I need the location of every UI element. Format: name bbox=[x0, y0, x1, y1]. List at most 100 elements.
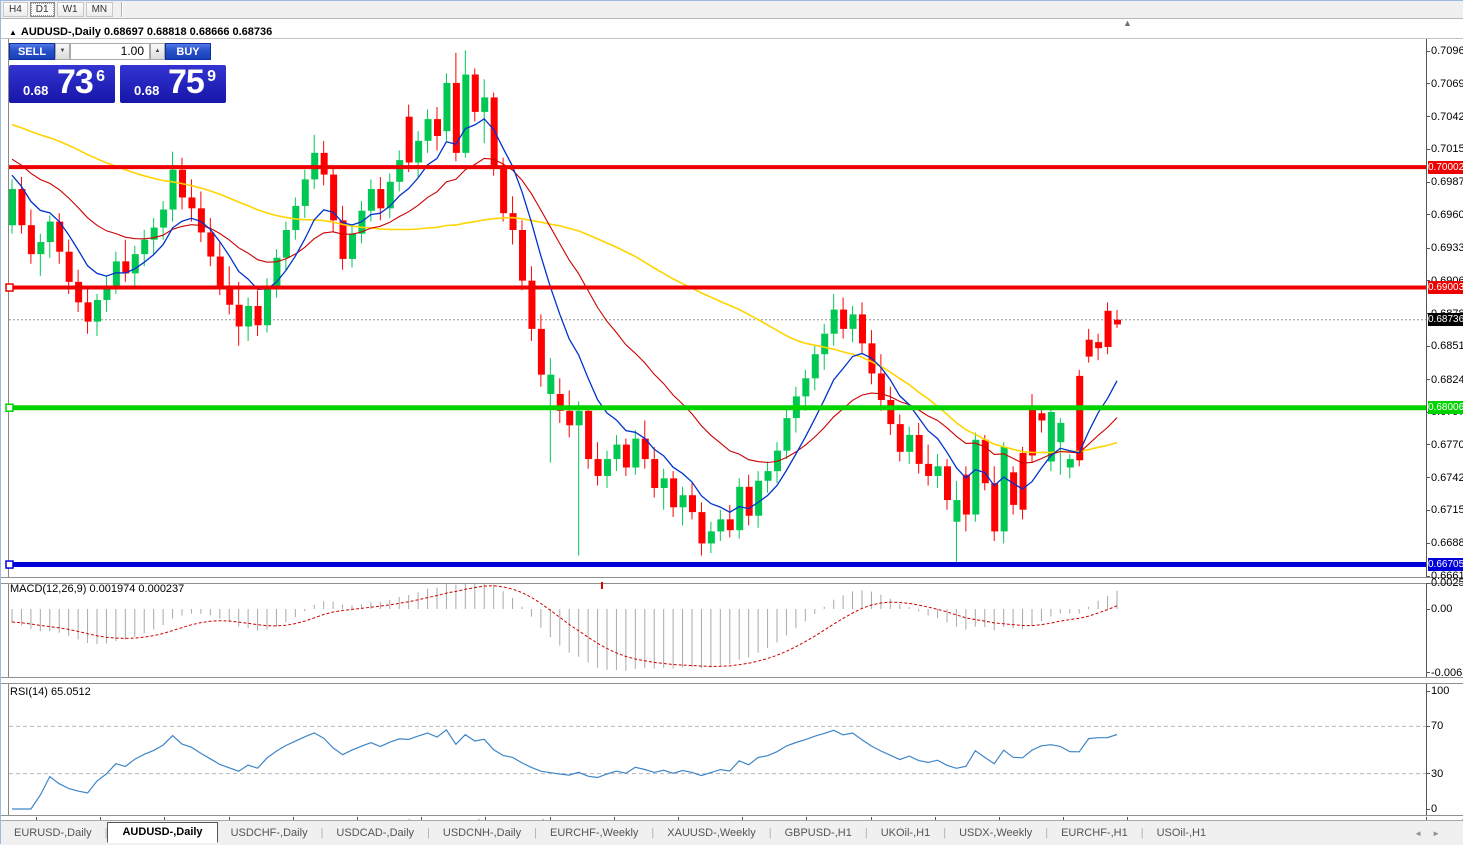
candle-body[interactable] bbox=[197, 208, 205, 233]
candle-body[interactable] bbox=[613, 444, 621, 460]
candle-body[interactable] bbox=[1047, 412, 1055, 462]
candle-body[interactable] bbox=[670, 478, 678, 508]
candle-body[interactable] bbox=[887, 399, 895, 425]
chart-tab-eurchf-h1[interactable]: EURCHF-,H1 bbox=[1061, 827, 1128, 839]
candle-body[interactable] bbox=[452, 82, 460, 153]
chart-tab-usdx-weekly[interactable]: USDX-,Weekly bbox=[959, 827, 1033, 839]
candle-body[interactable] bbox=[131, 254, 139, 274]
candle-body[interactable] bbox=[641, 438, 649, 460]
candle-body[interactable] bbox=[292, 205, 300, 231]
candle-body[interactable] bbox=[679, 495, 687, 508]
hline-handle[interactable] bbox=[5, 283, 14, 292]
chart-tab-eurchf-weekly[interactable]: EURCHF-,Weekly bbox=[550, 827, 639, 839]
candle-body[interactable] bbox=[689, 495, 696, 513]
candle-body[interactable] bbox=[500, 167, 508, 214]
candle-body[interactable] bbox=[660, 478, 668, 488]
chart-tab-usdchf-daily[interactable]: USDCHF-,Daily bbox=[230, 827, 308, 839]
candle-body[interactable] bbox=[1095, 342, 1103, 349]
candle-body[interactable] bbox=[434, 119, 441, 136]
candle-body[interactable] bbox=[519, 230, 526, 281]
rsi-separator[interactable] bbox=[1, 677, 1463, 684]
candle-body[interactable] bbox=[802, 378, 810, 397]
candle-body[interactable] bbox=[103, 285, 111, 300]
candle-body[interactable] bbox=[37, 242, 45, 255]
candle-body[interactable] bbox=[405, 116, 413, 163]
candle-body[interactable] bbox=[840, 309, 848, 329]
chart-tab-audusd-daily[interactable]: AUDUSD-,Daily bbox=[107, 822, 218, 843]
candle-body[interactable] bbox=[736, 486, 744, 531]
timeframe-button-h4[interactable]: H4 bbox=[3, 2, 28, 17]
timeframe-button-mn[interactable]: MN bbox=[85, 2, 114, 17]
candle-body[interactable] bbox=[1104, 310, 1112, 347]
chart-tab-usdcad-daily[interactable]: USDCAD-,Daily bbox=[336, 827, 415, 839]
candle-body[interactable] bbox=[849, 314, 857, 329]
candle-body[interactable] bbox=[1085, 339, 1093, 357]
candle-body[interactable] bbox=[981, 439, 989, 484]
candle-body[interactable] bbox=[604, 459, 611, 476]
candle-body[interactable] bbox=[509, 213, 517, 231]
volume-decrease-button[interactable]: ▼ bbox=[55, 43, 70, 60]
candle-body[interactable] bbox=[717, 519, 725, 532]
candle-body[interactable] bbox=[906, 434, 914, 452]
chart-tab-gbpusd-h1[interactable]: GBPUSD-,H1 bbox=[784, 827, 852, 839]
candlestick-series[interactable] bbox=[9, 50, 1121, 564]
sell-price-box[interactable]: 0.68 73 6 bbox=[9, 63, 115, 103]
candle-body[interactable] bbox=[46, 221, 54, 243]
candle-body[interactable] bbox=[811, 354, 819, 379]
candle-body[interactable] bbox=[528, 280, 536, 329]
candle-body[interactable] bbox=[141, 239, 149, 255]
ma-medium-line[interactable] bbox=[11, 157, 1118, 464]
candle-body[interactable] bbox=[481, 97, 489, 112]
candle-body[interactable] bbox=[1019, 453, 1027, 510]
buy-price-box[interactable]: 0.68 75 9 bbox=[120, 63, 226, 103]
chart-shift-marker-icon[interactable]: ▲ bbox=[1123, 18, 1132, 28]
chart-tab-xauusd-weekly[interactable]: XAUUSD-,Weekly bbox=[667, 827, 756, 839]
tab-scroll-right-icon[interactable]: ► bbox=[1432, 828, 1450, 838]
candle-body[interactable] bbox=[821, 333, 829, 355]
buy-button[interactable]: BUY bbox=[165, 43, 211, 60]
timeframe-button-d1[interactable]: D1 bbox=[29, 2, 55, 17]
candle-body[interactable] bbox=[386, 181, 394, 209]
candle-body[interactable] bbox=[745, 486, 753, 516]
candle-body[interactable] bbox=[301, 179, 309, 206]
volume-input[interactable]: 1.00 bbox=[70, 43, 150, 60]
candle-body[interactable] bbox=[566, 410, 574, 426]
candle-body[interactable] bbox=[471, 74, 479, 112]
candle-body[interactable] bbox=[216, 256, 224, 286]
candle-body[interactable] bbox=[462, 74, 470, 153]
candle-body[interactable] bbox=[207, 232, 215, 257]
ma-slow-line[interactable] bbox=[11, 123, 1118, 454]
candle-body[interactable] bbox=[282, 230, 290, 258]
candle-body[interactable] bbox=[84, 302, 92, 322]
candle-body[interactable] bbox=[75, 281, 83, 303]
candle-body[interactable] bbox=[991, 483, 999, 532]
candle-body[interactable] bbox=[622, 444, 630, 468]
candle-body[interactable] bbox=[65, 251, 73, 282]
candle-body[interactable] bbox=[575, 410, 583, 426]
candle-body[interactable] bbox=[415, 140, 423, 163]
candle-body[interactable] bbox=[764, 471, 772, 481]
candle-body[interactable] bbox=[962, 474, 970, 515]
candle-body[interactable] bbox=[953, 500, 961, 522]
candle-body[interactable] bbox=[1076, 375, 1084, 461]
candle-body[interactable] bbox=[150, 227, 158, 240]
candle-body[interactable] bbox=[320, 152, 328, 175]
ma-fast-line[interactable] bbox=[11, 117, 1118, 513]
candle-body[interactable] bbox=[339, 220, 347, 259]
candle-body[interactable] bbox=[18, 189, 26, 226]
candle-body[interactable] bbox=[1010, 472, 1018, 505]
candle-body[interactable] bbox=[226, 285, 234, 305]
candle-body[interactable] bbox=[934, 466, 942, 476]
candle-body[interactable] bbox=[188, 197, 196, 209]
candle-body[interactable] bbox=[925, 463, 933, 476]
sell-button[interactable]: SELL bbox=[9, 43, 55, 60]
hline-handle[interactable] bbox=[5, 403, 14, 412]
candle-body[interactable] bbox=[254, 305, 262, 326]
candle-body[interactable] bbox=[1029, 408, 1036, 456]
candle-body[interactable] bbox=[632, 438, 640, 468]
candle-body[interactable] bbox=[122, 261, 130, 274]
candle-body[interactable] bbox=[896, 424, 904, 452]
hline-handle[interactable] bbox=[5, 560, 14, 569]
macd-separator[interactable] bbox=[1, 577, 1463, 584]
candle-body[interactable] bbox=[9, 189, 16, 226]
